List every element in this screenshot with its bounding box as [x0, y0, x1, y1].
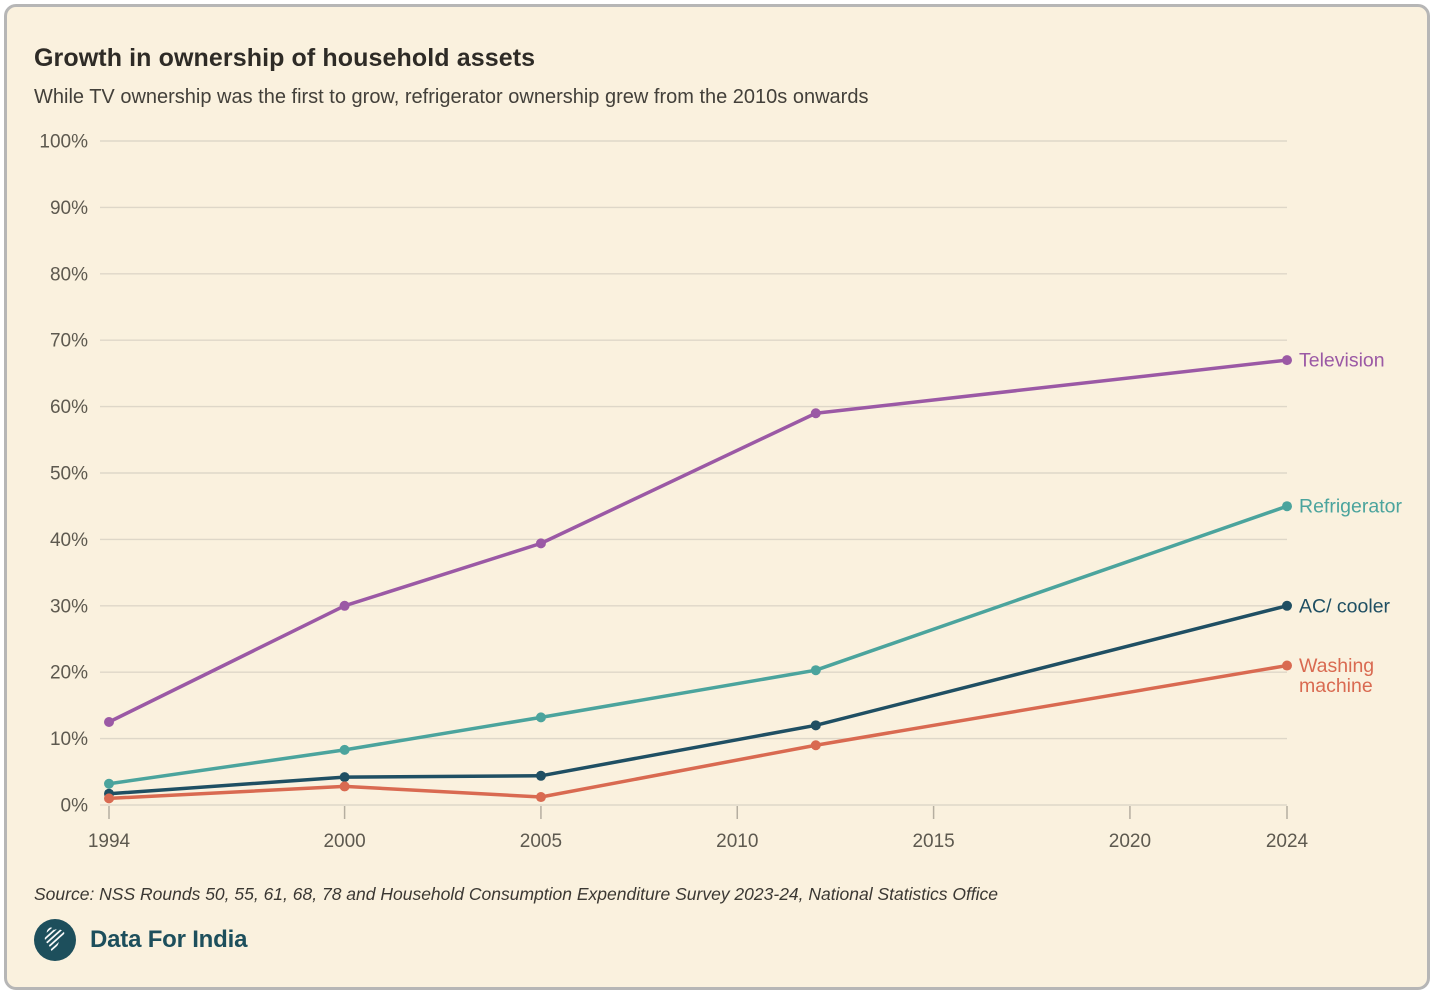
brand-logo-lockup[interactable]: Data For India [34, 919, 247, 961]
series-label-refrigerator: Refrigerator [1299, 496, 1402, 518]
series-line-refrigerator [107, 504, 1289, 786]
y-axis-label: 50% [50, 464, 88, 485]
y-axis-label: 70% [50, 331, 88, 352]
x-axis-label: 2024 [1266, 831, 1309, 852]
chart-title: Growth in ownership of household assets [34, 44, 536, 72]
data-point-television-2012[interactable] [810, 408, 821, 419]
x-axis-label: 2005 [520, 831, 562, 852]
y-axis-label: 30% [50, 596, 88, 617]
data-point-washing-machine-2005[interactable] [535, 792, 546, 803]
data-point-refrigerator-2012[interactable] [810, 665, 821, 676]
y-axis-label: 80% [50, 264, 88, 285]
data-for-india-logo-icon [34, 919, 76, 961]
y-axis-label: 20% [50, 663, 88, 684]
y-axis-label: 0% [61, 796, 89, 817]
y-axis-label: 10% [50, 729, 88, 750]
series-line-washing-machine [107, 663, 1289, 801]
source-note: Source: NSS Rounds 50, 55, 61, 68, 78 an… [34, 884, 999, 904]
data-point-refrigerator-2000[interactable] [339, 744, 350, 755]
x-axis-label: 2020 [1109, 831, 1151, 852]
data-point-refrigerator-1994[interactable] [104, 778, 114, 789]
y-axis-label: 60% [50, 397, 88, 418]
series-label-washing-machine: machine [1299, 675, 1373, 697]
x-axis-label: 1994 [88, 831, 131, 852]
data-point-ac-cooler-2012[interactable] [810, 720, 821, 731]
india-map-glyph [44, 927, 65, 952]
data-point-television-1994[interactable] [104, 717, 114, 727]
x-axis-label: 2015 [912, 831, 954, 852]
data-point-washing-machine-1994[interactable] [104, 793, 114, 804]
series-line-television [107, 358, 1289, 724]
y-axis-label: 40% [50, 530, 88, 551]
y-axis-label: 100% [39, 132, 88, 153]
data-point-refrigerator-2024[interactable] [1282, 501, 1292, 512]
chart-subtitle: While TV ownership was the first to grow… [34, 86, 869, 108]
data-point-ac-cooler-2000[interactable] [339, 772, 350, 783]
y-axis-label: 90% [50, 198, 88, 219]
series-label-ac-cooler: AC/ cooler [1299, 595, 1391, 617]
data-point-washing-machine-2000[interactable] [339, 781, 350, 792]
data-point-refrigerator-2005[interactable] [535, 712, 546, 723]
data-point-washing-machine-2024[interactable] [1282, 660, 1292, 671]
data-point-television-2005[interactable] [535, 538, 546, 549]
x-axis-label: 2000 [323, 831, 365, 852]
data-point-ac-cooler-2024[interactable] [1282, 600, 1292, 611]
series-label-washing-machine: Washing [1299, 655, 1374, 677]
data-point-ac-cooler-2005[interactable] [535, 770, 546, 781]
data-point-television-2024[interactable] [1282, 355, 1292, 366]
x-axis-label: 2010 [716, 831, 758, 852]
line-chart-canvas[interactable]: 0% 10% 20% 30% 40% 50% 60% 70% 80% 90% 100% 1994 200… [0, 0, 1440, 875]
series-label-television: Television [1299, 350, 1385, 372]
data-point-television-2000[interactable] [339, 600, 350, 611]
chart-card [4, 4, 1430, 990]
data-point-washing-machine-2012[interactable] [810, 740, 821, 751]
brand-name: Data For India [90, 926, 248, 953]
